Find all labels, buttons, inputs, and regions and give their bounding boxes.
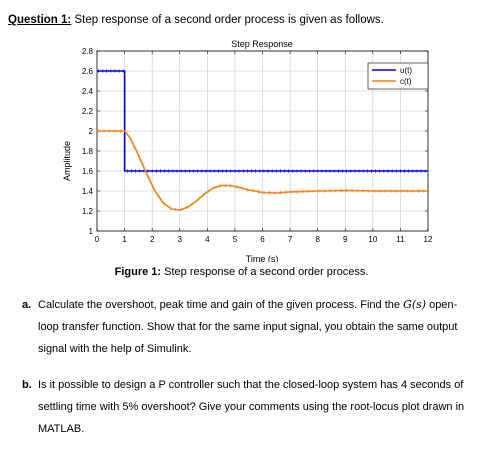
y-tick-label: 2.6 <box>82 67 94 76</box>
x-tick-label: 8 <box>315 235 320 244</box>
axis-ticks: 0 1 2 3 4 5 6 7 8 9 10 11 1211.21.41.61.822.22.42.62… <box>82 47 433 244</box>
transfer-function-symbol: G(s) <box>403 298 427 311</box>
series-line-output <box>97 130 428 211</box>
question-text: Step response of a second order process … <box>74 14 384 26</box>
y-tick-label: 1 <box>89 227 94 236</box>
y-tick-label: 1.4 <box>82 187 94 196</box>
part-a-text-1: Calculate the overshoot, peak time and g… <box>38 299 400 311</box>
legend-box <box>367 62 429 90</box>
y-tick-label: 2 <box>89 127 94 136</box>
part-b-marker: b. <box>22 379 32 391</box>
question-heading: Question 1: Step response of a second or… <box>8 14 384 26</box>
x-tick-label: 10 <box>368 235 377 244</box>
x-tick-label: 11 <box>396 235 405 244</box>
y-tick-label: 1.2 <box>82 207 94 216</box>
part-b-text: Is it possible to design a P controller … <box>38 379 465 435</box>
x-axis-label: Time (s) <box>246 254 279 262</box>
legend: u(t) c(t) <box>367 62 429 90</box>
x-tick-label: 1 <box>122 235 127 244</box>
question-part-a: a. Calculate the overshoot, peak time an… <box>22 294 474 360</box>
y-axis-label: Amplitude <box>62 141 72 181</box>
x-tick-label: 4 <box>205 235 210 244</box>
x-tick-label: 3 <box>178 235 183 244</box>
x-tick-label: 2 <box>150 235 155 244</box>
x-tick-label: 12 <box>424 235 433 244</box>
question-label: Question 1: <box>8 14 72 26</box>
x-tick-label: 5 <box>233 235 238 244</box>
figure-caption-text: Step response of a second order process. <box>164 266 369 278</box>
x-tick-label: 0 <box>95 235 100 244</box>
legend-entry: c(t) <box>400 77 412 86</box>
x-tick-label: 7 <box>288 235 293 244</box>
y-tick-label: 1.6 <box>82 167 94 176</box>
y-tick-label: 2.4 <box>82 87 94 96</box>
part-a-marker: a. <box>22 299 32 311</box>
y-tick-label: 2.8 <box>82 47 94 56</box>
x-tick-label: 6 <box>260 235 265 244</box>
figure-caption: Figure 1: Step response of a second orde… <box>0 266 483 278</box>
legend-entry: u(t) <box>400 66 412 75</box>
step-response-chart: Step Response 0 1 2 3 4 5 6 7 8 9 10 11 1211.21.41.6… <box>62 39 433 262</box>
question-part-b: b. Is it possible to design a P controll… <box>22 374 474 440</box>
x-tick-label: 9 <box>343 235 348 244</box>
y-tick-label: 1.8 <box>82 147 94 156</box>
figure-label: Figure 1: <box>114 266 162 278</box>
y-tick-label: 2.2 <box>82 107 94 116</box>
chart-title: Step Response <box>231 39 293 49</box>
series-layer <box>97 69 428 212</box>
part-a-text-2: open-loop transfer function. Show that f… <box>38 299 458 355</box>
